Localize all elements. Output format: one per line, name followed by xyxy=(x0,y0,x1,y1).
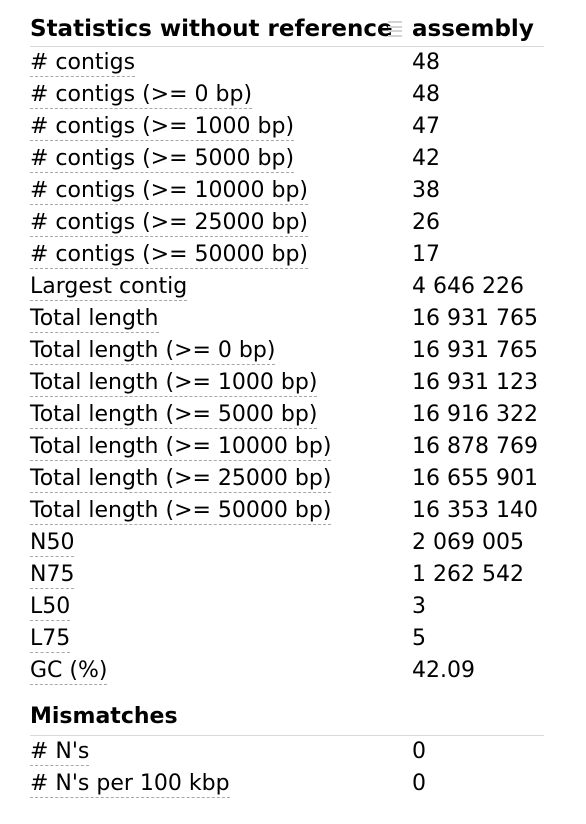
column-header-assembly: assembly xyxy=(412,16,534,42)
metric-value: 48 xyxy=(412,50,440,75)
metric-label[interactable]: L75 xyxy=(30,626,71,653)
stat-row: Largest contig 4 646 226 xyxy=(30,271,544,303)
stat-row: L50 3 xyxy=(30,591,544,623)
stat-row: Total length (>= 50000 bp) 16 353 140 xyxy=(30,495,544,527)
report-header: Statistics without reference assembly xyxy=(30,12,544,47)
metric-value: 42 xyxy=(412,146,440,171)
metric-value: 16 916 322 xyxy=(412,402,538,427)
metric-value: 17 xyxy=(412,242,440,267)
stat-row: Total length (>= 5000 bp) 16 916 322 xyxy=(30,399,544,431)
stat-row: # contigs (>= 1000 bp) 47 xyxy=(30,111,544,143)
metric-value: 42.09 xyxy=(412,658,475,683)
stat-row: # contigs 48 xyxy=(30,47,544,79)
stat-row: N75 1 262 542 xyxy=(30,559,544,591)
metric-value: 26 xyxy=(412,210,440,235)
metric-value: 16 931 765 xyxy=(412,338,538,363)
metric-label[interactable]: Total length (>= 50000 bp) xyxy=(30,498,332,525)
stat-row: Total length (>= 1000 bp) 16 931 123 xyxy=(30,367,544,399)
stat-row: # N's 0 xyxy=(30,736,544,768)
metric-label[interactable]: # contigs (>= 10000 bp) xyxy=(30,178,309,205)
metric-label[interactable]: Total length (>= 25000 bp) xyxy=(30,466,332,493)
metric-label[interactable]: N50 xyxy=(30,530,75,557)
metric-label[interactable]: N75 xyxy=(30,562,75,589)
metric-label[interactable]: Total length (>= 10000 bp) xyxy=(30,434,332,461)
metric-label[interactable]: # N's per 100 kbp xyxy=(30,771,230,798)
stat-row: Total length 16 931 765 xyxy=(30,303,544,335)
metric-label[interactable]: Total length (>= 1000 bp) xyxy=(30,370,318,397)
stat-row: # contigs (>= 50000 bp) 17 xyxy=(30,239,544,271)
metric-label[interactable]: # contigs xyxy=(30,50,136,77)
stat-row: N50 2 069 005 xyxy=(30,527,544,559)
metric-value: 2 069 005 xyxy=(412,530,524,555)
metric-value: 5 xyxy=(412,626,426,651)
drag-handle-icon[interactable] xyxy=(388,21,402,37)
section-title-mismatches: Mismatches xyxy=(30,704,178,729)
stat-row: # contigs (>= 0 bp) 48 xyxy=(30,79,544,111)
mismatches-table: # N's 0 # N's per 100 kbp 0 xyxy=(30,736,544,800)
stat-row: # contigs (>= 10000 bp) 38 xyxy=(30,175,544,207)
metric-label[interactable]: # contigs (>= 1000 bp) xyxy=(30,114,295,141)
stat-row: Total length (>= 25000 bp) 16 655 901 xyxy=(30,463,544,495)
stat-row: Total length (>= 0 bp) 16 931 765 xyxy=(30,335,544,367)
mismatches-header: Mismatches xyxy=(30,699,544,736)
metric-value: 16 655 901 xyxy=(412,466,538,491)
metric-value: 47 xyxy=(412,114,440,139)
metric-value: 1 262 542 xyxy=(412,562,524,587)
metric-value: 16 353 140 xyxy=(412,498,538,523)
metric-value: 16 931 123 xyxy=(412,370,538,395)
metric-label[interactable]: # contigs (>= 0 bp) xyxy=(30,82,253,109)
metric-label[interactable]: L50 xyxy=(30,594,71,621)
stat-row: # contigs (>= 25000 bp) 26 xyxy=(30,207,544,239)
quast-report: Statistics without reference assembly # … xyxy=(30,12,544,800)
metric-label[interactable]: Total length xyxy=(30,306,159,333)
metric-value: 0 xyxy=(412,771,426,796)
stat-row: # contigs (>= 5000 bp) 42 xyxy=(30,143,544,175)
stats-table: # contigs 48 # contigs (>= 0 bp) 48 # contig… xyxy=(30,47,544,687)
metric-value: 38 xyxy=(412,178,440,203)
section-title-statistics: Statistics without reference xyxy=(30,16,393,42)
metric-label[interactable]: Total length (>= 5000 bp) xyxy=(30,402,318,429)
metric-value: 4 646 226 xyxy=(412,274,524,299)
metric-label[interactable]: Largest contig xyxy=(30,274,188,301)
stat-row: L75 5 xyxy=(30,623,544,655)
stat-row: GC (%) 42.09 xyxy=(30,655,544,687)
metric-value: 0 xyxy=(412,739,426,764)
metric-label[interactable]: GC (%) xyxy=(30,658,108,685)
metric-value: 48 xyxy=(412,82,440,107)
metric-label[interactable]: # contigs (>= 50000 bp) xyxy=(30,242,309,269)
stat-row: Total length (>= 10000 bp) 16 878 769 xyxy=(30,431,544,463)
metric-value: 16 878 769 xyxy=(412,434,538,459)
metric-label[interactable]: # contigs (>= 25000 bp) xyxy=(30,210,309,237)
metric-label[interactable]: # contigs (>= 5000 bp) xyxy=(30,146,295,173)
metric-label[interactable]: # N's xyxy=(30,739,90,766)
metric-label[interactable]: Total length (>= 0 bp) xyxy=(30,338,276,365)
metric-value: 16 931 765 xyxy=(412,306,538,331)
metric-value: 3 xyxy=(412,594,426,619)
stat-row: # N's per 100 kbp 0 xyxy=(30,768,544,800)
